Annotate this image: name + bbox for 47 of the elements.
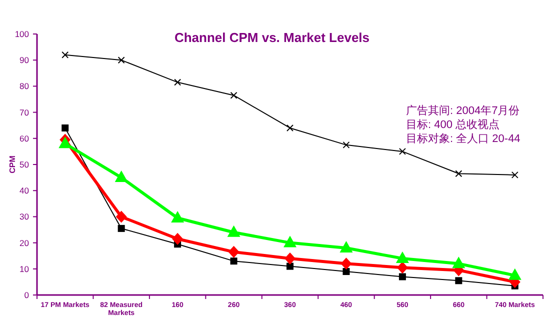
y-tick-label: 40: [20, 186, 30, 196]
annotation: 目标对象: 全人口 20-44: [406, 132, 520, 145]
point: [230, 258, 238, 265]
point: [62, 124, 69, 132]
y-tick-label: 70: [20, 107, 30, 118]
point: [172, 232, 184, 245]
point: [230, 92, 238, 99]
point: [118, 56, 125, 64]
point: [62, 51, 69, 58]
point: [396, 251, 409, 263]
point: [340, 258, 352, 270]
point: [452, 256, 466, 268]
point: [227, 225, 240, 237]
point: [342, 268, 350, 276]
point: [398, 273, 406, 280]
point: [455, 277, 462, 284]
point: [174, 78, 182, 86]
point: [508, 268, 522, 280]
point: [286, 124, 294, 132]
point: [58, 136, 72, 148]
y-tick-label: 0: [24, 290, 30, 300]
point: [118, 224, 125, 232]
y-tick-label: 60: [20, 133, 30, 144]
y-tick-label: 90: [20, 55, 30, 66]
point: [114, 170, 128, 182]
point: [284, 236, 296, 248]
chart-title: Channel CPM vs. Market Levels: [174, 30, 370, 45]
point: [116, 210, 127, 223]
point: [286, 262, 294, 270]
y-tick-label: 10: [20, 264, 30, 274]
point: [342, 141, 350, 148]
y-axis-title: CPM: [8, 155, 17, 174]
y-tick-label: 80: [20, 81, 30, 92]
point: [171, 211, 184, 223]
annotation: 目标: 400 总收视点: [406, 118, 500, 131]
y-tick-label: 30: [20, 212, 30, 222]
point: [340, 241, 353, 253]
point: [284, 252, 296, 264]
point: [228, 246, 240, 258]
point: [396, 262, 408, 274]
point: [398, 148, 406, 155]
point: [511, 171, 518, 178]
point: [455, 170, 462, 178]
y-tick-label: 20: [20, 238, 30, 248]
y-tick-label: 100: [14, 29, 30, 39]
y-tick-label: 50: [20, 160, 30, 170]
annotation: 广告其间: 2004年7月份: [406, 104, 520, 117]
